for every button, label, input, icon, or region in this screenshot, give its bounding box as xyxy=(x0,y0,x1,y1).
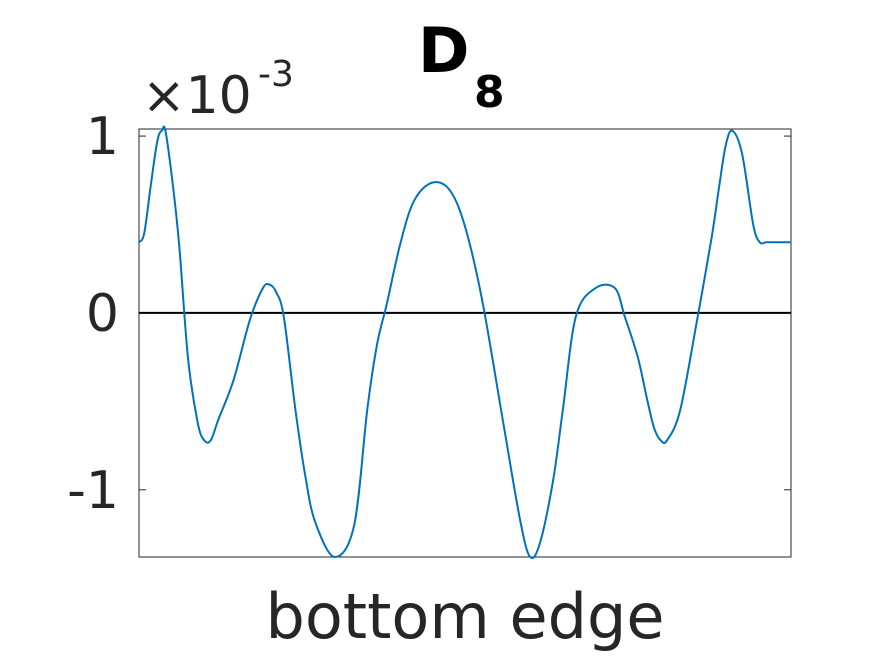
y-tick-label: 1 xyxy=(86,107,119,167)
plot-area-frame xyxy=(138,128,792,558)
y-axis: 1 0 -1 xyxy=(67,107,791,521)
chart-title-text: D xyxy=(418,14,469,87)
chart-title-subscript: 8 xyxy=(474,67,505,118)
y-axis-exponent-power: -3 xyxy=(258,54,294,95)
x-axis-label: bottom edge xyxy=(266,580,665,653)
y-tick-label: 0 xyxy=(86,284,119,344)
series-line-0 xyxy=(138,125,791,560)
series-group xyxy=(138,125,791,560)
y-axis-exponent-base: ×10 xyxy=(142,66,252,126)
y-tick-label: -1 xyxy=(67,461,119,521)
y-axis-exponent: ×10 -3 xyxy=(142,54,294,126)
chart-title: D 8 xyxy=(418,14,505,118)
